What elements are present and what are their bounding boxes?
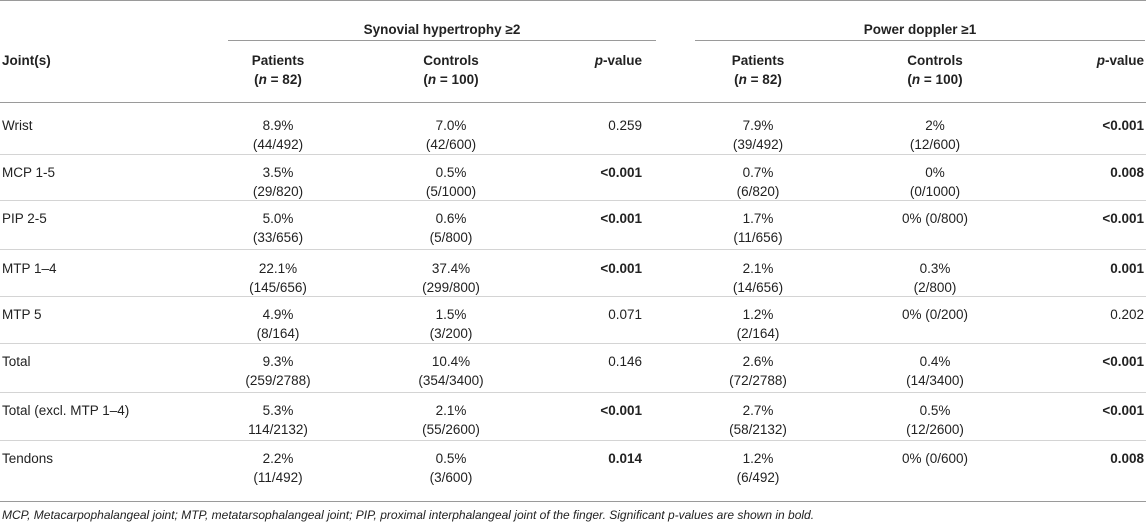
joint-label: Total (excl. MTP 1–4) bbox=[2, 403, 130, 418]
pd-patients-cell: 2.7% (58/2132) bbox=[729, 403, 787, 437]
pd-patients-cell: 1.7% (11/656) bbox=[733, 211, 783, 245]
row-divider bbox=[0, 249, 1146, 250]
pd-controls-cell: 2% (12/600) bbox=[909, 118, 961, 152]
sh-pvalue: <0.001 bbox=[600, 403, 642, 418]
patients-n: (n = 82) bbox=[734, 72, 782, 87]
sh-pvalue: <0.001 bbox=[600, 165, 642, 180]
sh-pvalue: <0.001 bbox=[600, 211, 642, 226]
group-header-doppler: Power doppler ≥1 bbox=[863, 22, 977, 37]
joint-label: Wrist bbox=[2, 118, 33, 133]
col-header-pd-patients: Patients (n = 82) bbox=[708, 51, 808, 89]
sh-pvalue: 0.146 bbox=[608, 354, 642, 369]
group-header-synovial: Synovial hypertrophy ≥2 bbox=[363, 22, 521, 37]
pd-pvalue: <0.001 bbox=[1102, 354, 1144, 369]
col-header-pd-controls: Controls (n = 100) bbox=[880, 51, 990, 89]
joint-label: Total bbox=[2, 354, 31, 369]
row-divider bbox=[0, 154, 1146, 155]
controls-n: (n = 100) bbox=[907, 72, 963, 87]
footnote: MCP, Metacarpophalangeal joint; MTP, met… bbox=[2, 508, 815, 522]
pd-controls-cell: 0% (0/800) bbox=[901, 211, 969, 226]
pd-patients-cell: 7.9% (39/492) bbox=[732, 118, 784, 152]
top-rule bbox=[0, 0, 1146, 1]
sh-patients-cell: 5.0% (33/656) bbox=[252, 211, 304, 245]
sh-patients-cell: 9.3% (259/2788) bbox=[245, 354, 311, 388]
sh-patients-cell: 2.2% (11/492) bbox=[253, 451, 303, 485]
pd-patients-cell: 0.7% (6/820) bbox=[736, 165, 780, 199]
group-rule-doppler bbox=[695, 40, 1145, 41]
pd-controls-cell: 0% (0/1000) bbox=[909, 165, 961, 199]
joint-label: PIP 2-5 bbox=[2, 211, 47, 226]
group-rule-synovial bbox=[228, 40, 656, 41]
pd-pvalue: 0.001 bbox=[1110, 261, 1144, 276]
sh-controls-cell: 0.5% (3/600) bbox=[429, 451, 473, 485]
pd-pvalue: <0.001 bbox=[1102, 118, 1144, 133]
sh-controls-cell: 2.1% (55/2600) bbox=[422, 403, 480, 437]
pd-pvalue: <0.001 bbox=[1102, 403, 1144, 418]
sh-patients-cell: 3.5% (29/820) bbox=[252, 165, 304, 199]
sh-patients-cell: 22.1% (145/656) bbox=[249, 261, 307, 295]
bottom-rule bbox=[0, 501, 1146, 502]
joint-label: Tendons bbox=[2, 451, 54, 466]
sh-patients-cell: 5.3% 114/2132) bbox=[248, 403, 308, 437]
pd-pvalue: 0.008 bbox=[1110, 451, 1144, 466]
pd-patients-cell: 1.2% (2/164) bbox=[736, 307, 780, 341]
row-divider bbox=[0, 296, 1146, 297]
col-header-sh-controls: Controls (n = 100) bbox=[396, 51, 506, 89]
col-header-joint: Joint(s) bbox=[2, 53, 51, 68]
sh-controls-cell: 0.5% (5/1000) bbox=[425, 165, 477, 199]
pd-controls-cell: 0% (0/600) bbox=[901, 451, 969, 466]
sh-controls-cell: 1.5% (3/200) bbox=[429, 307, 473, 341]
pd-controls-cell: 0.3% (2/800) bbox=[913, 261, 957, 295]
row-divider bbox=[0, 440, 1146, 441]
pd-patients-cell: 2.1% (14/656) bbox=[732, 261, 784, 295]
controls-n: (n = 100) bbox=[423, 72, 479, 87]
sh-pvalue: 0.259 bbox=[608, 118, 642, 133]
patients-n: (n = 82) bbox=[254, 72, 302, 87]
row-divider bbox=[0, 392, 1146, 393]
col-header-pd-pvalue: p-value bbox=[1096, 53, 1144, 68]
sh-controls-cell: 10.4% (354/3400) bbox=[418, 354, 484, 388]
joint-label: MTP 5 bbox=[2, 307, 42, 322]
sh-controls-cell: 0.6% (5/800) bbox=[429, 211, 473, 245]
joint-label: MTP 1–4 bbox=[2, 261, 57, 276]
col-header-sh-pvalue: p-value bbox=[594, 53, 642, 68]
row-divider bbox=[0, 200, 1146, 201]
sh-pvalue: 0.014 bbox=[608, 451, 642, 466]
pd-patients-cell: 1.2% (6/492) bbox=[736, 451, 780, 485]
pd-controls-cell: 0% (0/200) bbox=[901, 307, 969, 322]
sh-pvalue: 0.071 bbox=[608, 307, 642, 322]
col-header-sh-patients: Patients (n = 82) bbox=[228, 51, 328, 89]
pd-controls-cell: 0.4% (14/3400) bbox=[906, 354, 964, 388]
sh-patients-cell: 8.9% (44/492) bbox=[252, 118, 304, 152]
sh-patients-cell: 4.9% (8/164) bbox=[256, 307, 300, 341]
sh-pvalue: <0.001 bbox=[600, 261, 642, 276]
row-divider bbox=[0, 343, 1146, 344]
pd-pvalue: 0.202 bbox=[1110, 307, 1144, 322]
sh-controls-cell: 7.0% (42/600) bbox=[425, 118, 477, 152]
header-rule bbox=[0, 102, 1146, 103]
pd-patients-cell: 2.6% (72/2788) bbox=[729, 354, 787, 388]
joint-label: MCP 1-5 bbox=[2, 165, 56, 180]
sh-controls-cell: 37.4% (299/800) bbox=[422, 261, 480, 295]
pd-pvalue: <0.001 bbox=[1102, 211, 1144, 226]
pd-controls-cell: 0.5% (12/2600) bbox=[906, 403, 964, 437]
pd-pvalue: 0.008 bbox=[1110, 165, 1144, 180]
